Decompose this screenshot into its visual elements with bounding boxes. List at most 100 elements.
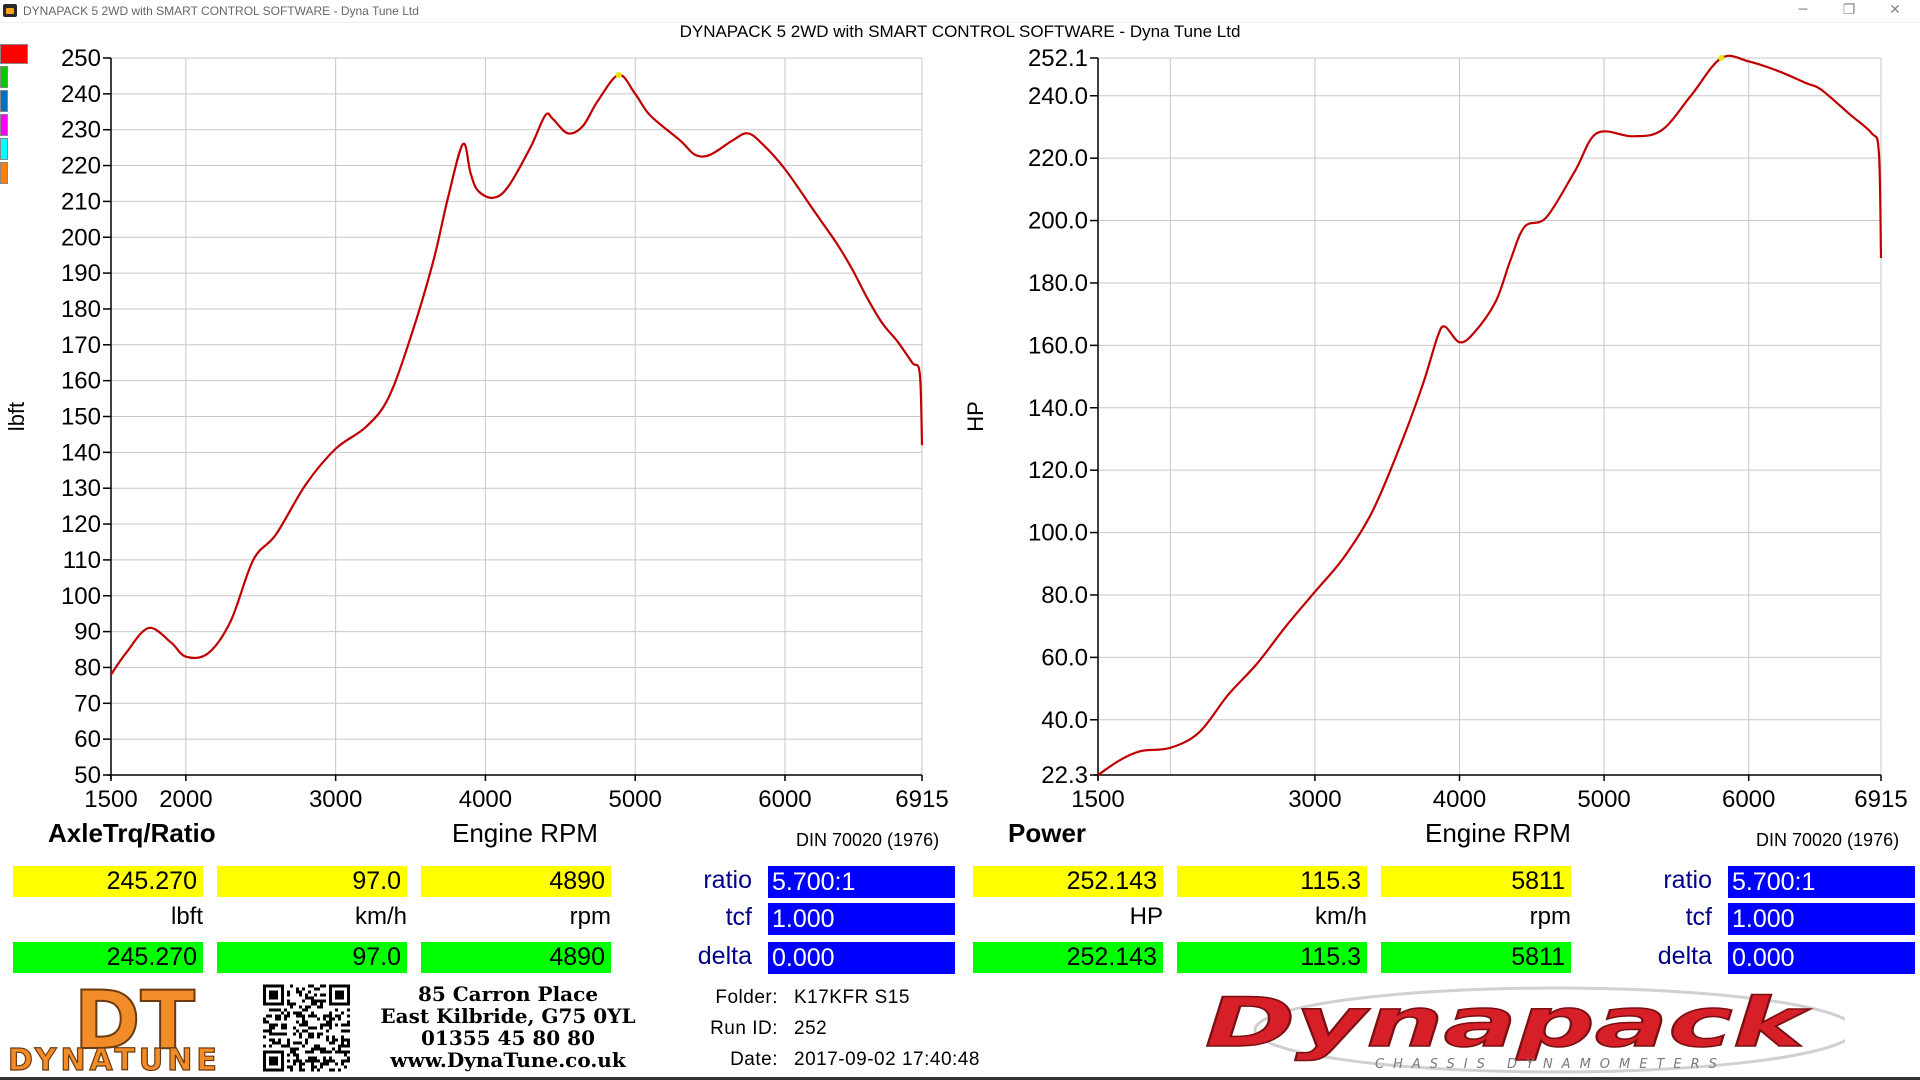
qr-module bbox=[344, 1059, 347, 1063]
qr-module bbox=[272, 1023, 275, 1027]
qr-module bbox=[287, 1059, 290, 1063]
qr-module bbox=[320, 1032, 323, 1036]
qr-module bbox=[320, 1047, 323, 1051]
qr-module bbox=[341, 1041, 344, 1045]
qr-module bbox=[284, 1032, 287, 1036]
power-cursor-speed: 115.3 bbox=[1177, 866, 1367, 897]
qr-module bbox=[320, 1005, 323, 1009]
qr-module bbox=[329, 1017, 332, 1021]
maximize-button[interactable]: ❐ bbox=[1842, 2, 1856, 18]
qr-module bbox=[332, 1047, 335, 1051]
run-swatch[interactable] bbox=[0, 66, 8, 88]
qr-module bbox=[296, 1014, 299, 1018]
run-swatch[interactable] bbox=[0, 138, 8, 160]
qr-module bbox=[299, 1041, 302, 1045]
torque-unit-label: lbft bbox=[170, 903, 203, 930]
y-tick-label: 90 bbox=[74, 619, 101, 646]
qr-module bbox=[272, 1008, 275, 1012]
qr-module bbox=[296, 990, 299, 994]
qr-module bbox=[347, 1044, 350, 1048]
x-tick-label: 1500 bbox=[1071, 786, 1124, 813]
power-delta-value: 0.000 bbox=[1728, 942, 1915, 974]
qr-module bbox=[269, 1032, 272, 1036]
power-cursor-value: 252.143 bbox=[973, 866, 1163, 897]
qr-module bbox=[293, 1002, 296, 1006]
x-tick-label: 3000 bbox=[309, 786, 362, 813]
y-tick-label: 220 bbox=[61, 153, 101, 180]
close-button[interactable]: ✕ bbox=[1889, 2, 1901, 18]
qr-module bbox=[347, 1038, 350, 1042]
qr-module bbox=[308, 1026, 311, 1030]
qr-module bbox=[332, 1059, 335, 1063]
company-address: 85 Carron Place East Kilbride, G75 0YL 0… bbox=[378, 983, 638, 1071]
qr-module bbox=[311, 1014, 314, 1018]
qr-module bbox=[317, 987, 320, 991]
y-tick-label: 180.0 bbox=[1028, 270, 1088, 297]
qr-module bbox=[344, 1065, 347, 1069]
bottom-border bbox=[0, 1077, 1920, 1080]
qr-module bbox=[341, 1029, 344, 1033]
date-label: Date: bbox=[730, 1049, 778, 1070]
qr-module bbox=[341, 1044, 344, 1048]
qr-module bbox=[338, 1014, 341, 1018]
qr-module bbox=[320, 1023, 323, 1027]
address-line-phone: 01355 45 80 80 bbox=[421, 1026, 595, 1050]
torque-cursor-value: 245.270 bbox=[13, 866, 203, 897]
address-line-street: 85 Carron Place bbox=[417, 982, 599, 1006]
peak-marker bbox=[615, 71, 622, 78]
qr-module bbox=[320, 999, 323, 1003]
qr-module bbox=[308, 1014, 311, 1018]
qr-module bbox=[287, 1014, 290, 1018]
qr-module bbox=[329, 1041, 332, 1045]
qr-module bbox=[275, 1017, 278, 1021]
qr-module bbox=[275, 1023, 278, 1027]
x-tick-label: 6915 bbox=[895, 786, 948, 813]
qr-module bbox=[308, 1032, 311, 1036]
qr-module bbox=[293, 1062, 296, 1066]
qr-module bbox=[326, 1038, 329, 1042]
window-titlebar: DYNAPACK 5 2WD with SMART CONTROL SOFTWA… bbox=[0, 0, 1920, 23]
qr-module bbox=[311, 1026, 314, 1030]
qr-module bbox=[305, 1023, 308, 1027]
y-tick-label: 80 bbox=[74, 654, 101, 681]
qr-module bbox=[323, 1047, 326, 1051]
qr-module bbox=[278, 1038, 281, 1042]
dynatune-logo-mark: DT bbox=[74, 980, 195, 1067]
qr-module bbox=[290, 1050, 293, 1054]
y-tick-label: 160 bbox=[61, 368, 101, 395]
dynatune-logo-text: DYNATUNE bbox=[8, 1043, 221, 1078]
qr-module bbox=[299, 1068, 302, 1072]
dynapack-logo-swoosh bbox=[1253, 986, 1845, 1074]
qr-module bbox=[299, 1035, 302, 1039]
qr-module bbox=[275, 1032, 278, 1036]
qr-module bbox=[296, 1053, 299, 1057]
qr-module bbox=[296, 1020, 299, 1024]
qr-module bbox=[344, 1053, 347, 1057]
torque-panel-title: AxleTrq/Ratio bbox=[48, 818, 216, 848]
qr-module bbox=[323, 1059, 326, 1063]
run-swatch[interactable] bbox=[0, 162, 8, 184]
ratio-value: 5.700:1 bbox=[768, 866, 955, 898]
torque-standard: DIN 70020 (1976) bbox=[796, 830, 940, 850]
power-peak-speed: 115.3 bbox=[1177, 942, 1367, 973]
qr-module bbox=[344, 1038, 347, 1042]
dynapack-logo-subtitle: CHASSIS DYNAMOMETERS bbox=[1375, 1057, 1726, 1072]
qr-module bbox=[302, 1029, 305, 1033]
qr-module bbox=[347, 1056, 350, 1060]
qr-module bbox=[287, 999, 290, 1003]
qr-module bbox=[290, 1065, 293, 1069]
torque-x-axis-name: Engine RPM bbox=[452, 818, 598, 848]
qr-module bbox=[326, 1062, 329, 1066]
run-swatch[interactable] bbox=[0, 114, 8, 136]
power-tcf-value: 1.000 bbox=[1728, 903, 1915, 935]
qr-module bbox=[347, 1041, 350, 1045]
minimize-button[interactable]: ─ bbox=[1798, 2, 1808, 18]
run-swatch[interactable] bbox=[0, 44, 28, 64]
x-tick-label: 3000 bbox=[1288, 786, 1341, 813]
run-swatch[interactable] bbox=[0, 90, 8, 112]
y-axis-label: HP bbox=[963, 401, 988, 432]
y-tick-label: 180 bbox=[61, 296, 101, 323]
power-unit-label: HP bbox=[1129, 903, 1163, 930]
qr-module bbox=[317, 999, 320, 1003]
qr-module bbox=[323, 1023, 326, 1027]
